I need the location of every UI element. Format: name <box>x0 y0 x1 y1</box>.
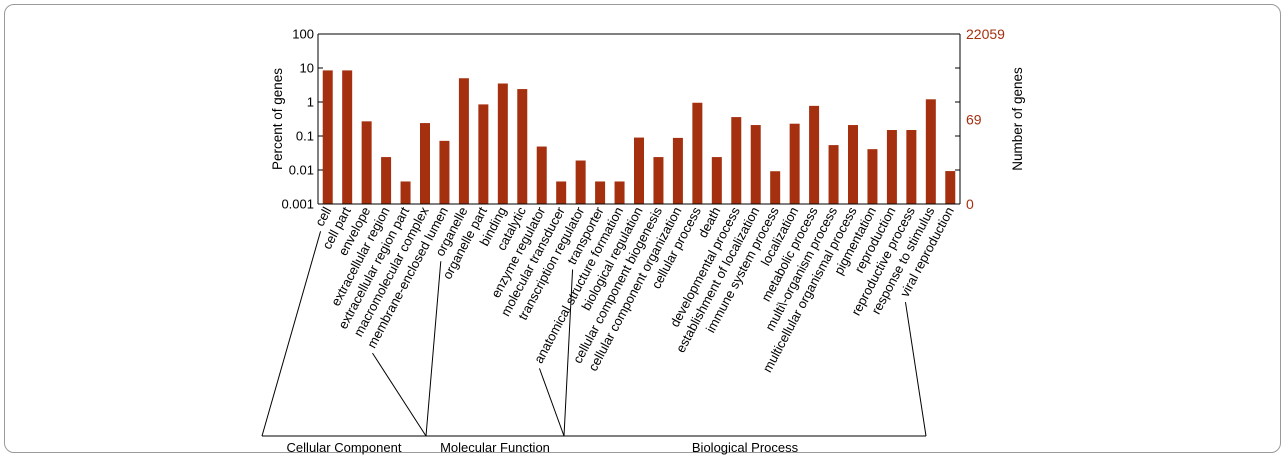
bar-32 <box>945 171 956 204</box>
group-bracket-left-0 <box>261 231 322 437</box>
bars <box>322 70 956 205</box>
bar-15 <box>614 181 625 204</box>
bar-11 <box>536 146 547 204</box>
group-bracket-right-1 <box>563 269 574 437</box>
group-bracket-right-2 <box>904 301 927 437</box>
bar-24 <box>789 123 800 204</box>
bar-5 <box>420 123 430 204</box>
bar-14 <box>595 181 606 204</box>
bar-4 <box>400 181 411 204</box>
bar-21 <box>731 117 742 204</box>
bar-6 <box>439 140 450 204</box>
group-bracket-right-0 <box>372 352 427 437</box>
bar-2 <box>361 121 372 204</box>
left-tick-label-5: 0.001 <box>281 197 314 212</box>
bar-31 <box>925 99 936 204</box>
group-label-1: Molecular Function <box>440 440 550 455</box>
bar-9 <box>497 83 508 204</box>
group-label-2: Biological Process <box>692 440 799 455</box>
group-bracket-left-1 <box>425 261 442 437</box>
left-axis-ticks: 100 10 1 0.1 0.01 0.001 <box>281 27 960 212</box>
bar-13 <box>575 160 586 204</box>
left-tick-label-4: 0.01 <box>289 163 314 178</box>
bar-30 <box>906 130 917 204</box>
bar-16 <box>634 137 644 204</box>
bar-28 <box>867 149 878 204</box>
right-tick-label-2: 0 <box>966 196 974 212</box>
bar-29 <box>886 130 897 204</box>
left-tick-label-3: 0.1 <box>296 129 314 144</box>
right-axis-ticks: 22059 69 0 <box>966 26 1005 212</box>
bar-23 <box>770 171 781 204</box>
bar-26 <box>828 145 839 204</box>
bar-10 <box>517 89 528 204</box>
bar-7 <box>458 78 469 204</box>
bar-3 <box>381 157 392 204</box>
figure-frame <box>4 4 1281 453</box>
bar-20 <box>711 157 722 204</box>
left-tick-label-2: 1 <box>307 95 314 110</box>
right-tick-label-0: 22059 <box>966 26 1005 42</box>
axes <box>317 33 961 205</box>
bar-0 <box>322 70 333 205</box>
y-axis-label-left: Percent of genes <box>270 68 285 170</box>
bar-25 <box>809 105 820 204</box>
bar-27 <box>848 125 858 204</box>
group-bracket-left-2 <box>538 368 565 437</box>
y-axis-label-right: Number of genes <box>1010 67 1025 171</box>
group-label-0: Cellular Component <box>287 440 402 455</box>
bar-1 <box>342 70 353 205</box>
bar-17 <box>653 157 664 204</box>
bar-18 <box>672 137 683 204</box>
bar-8 <box>478 104 489 204</box>
right-tick-label-1: 69 <box>966 111 982 127</box>
category-groups: Cellular Component Molecular Function Biol… <box>261 231 927 455</box>
bar-12 <box>556 181 567 204</box>
bar-19 <box>692 102 703 204</box>
bar-22 <box>750 125 761 204</box>
left-tick-label-1: 10 <box>300 61 314 76</box>
left-tick-label-0: 100 <box>292 27 314 42</box>
